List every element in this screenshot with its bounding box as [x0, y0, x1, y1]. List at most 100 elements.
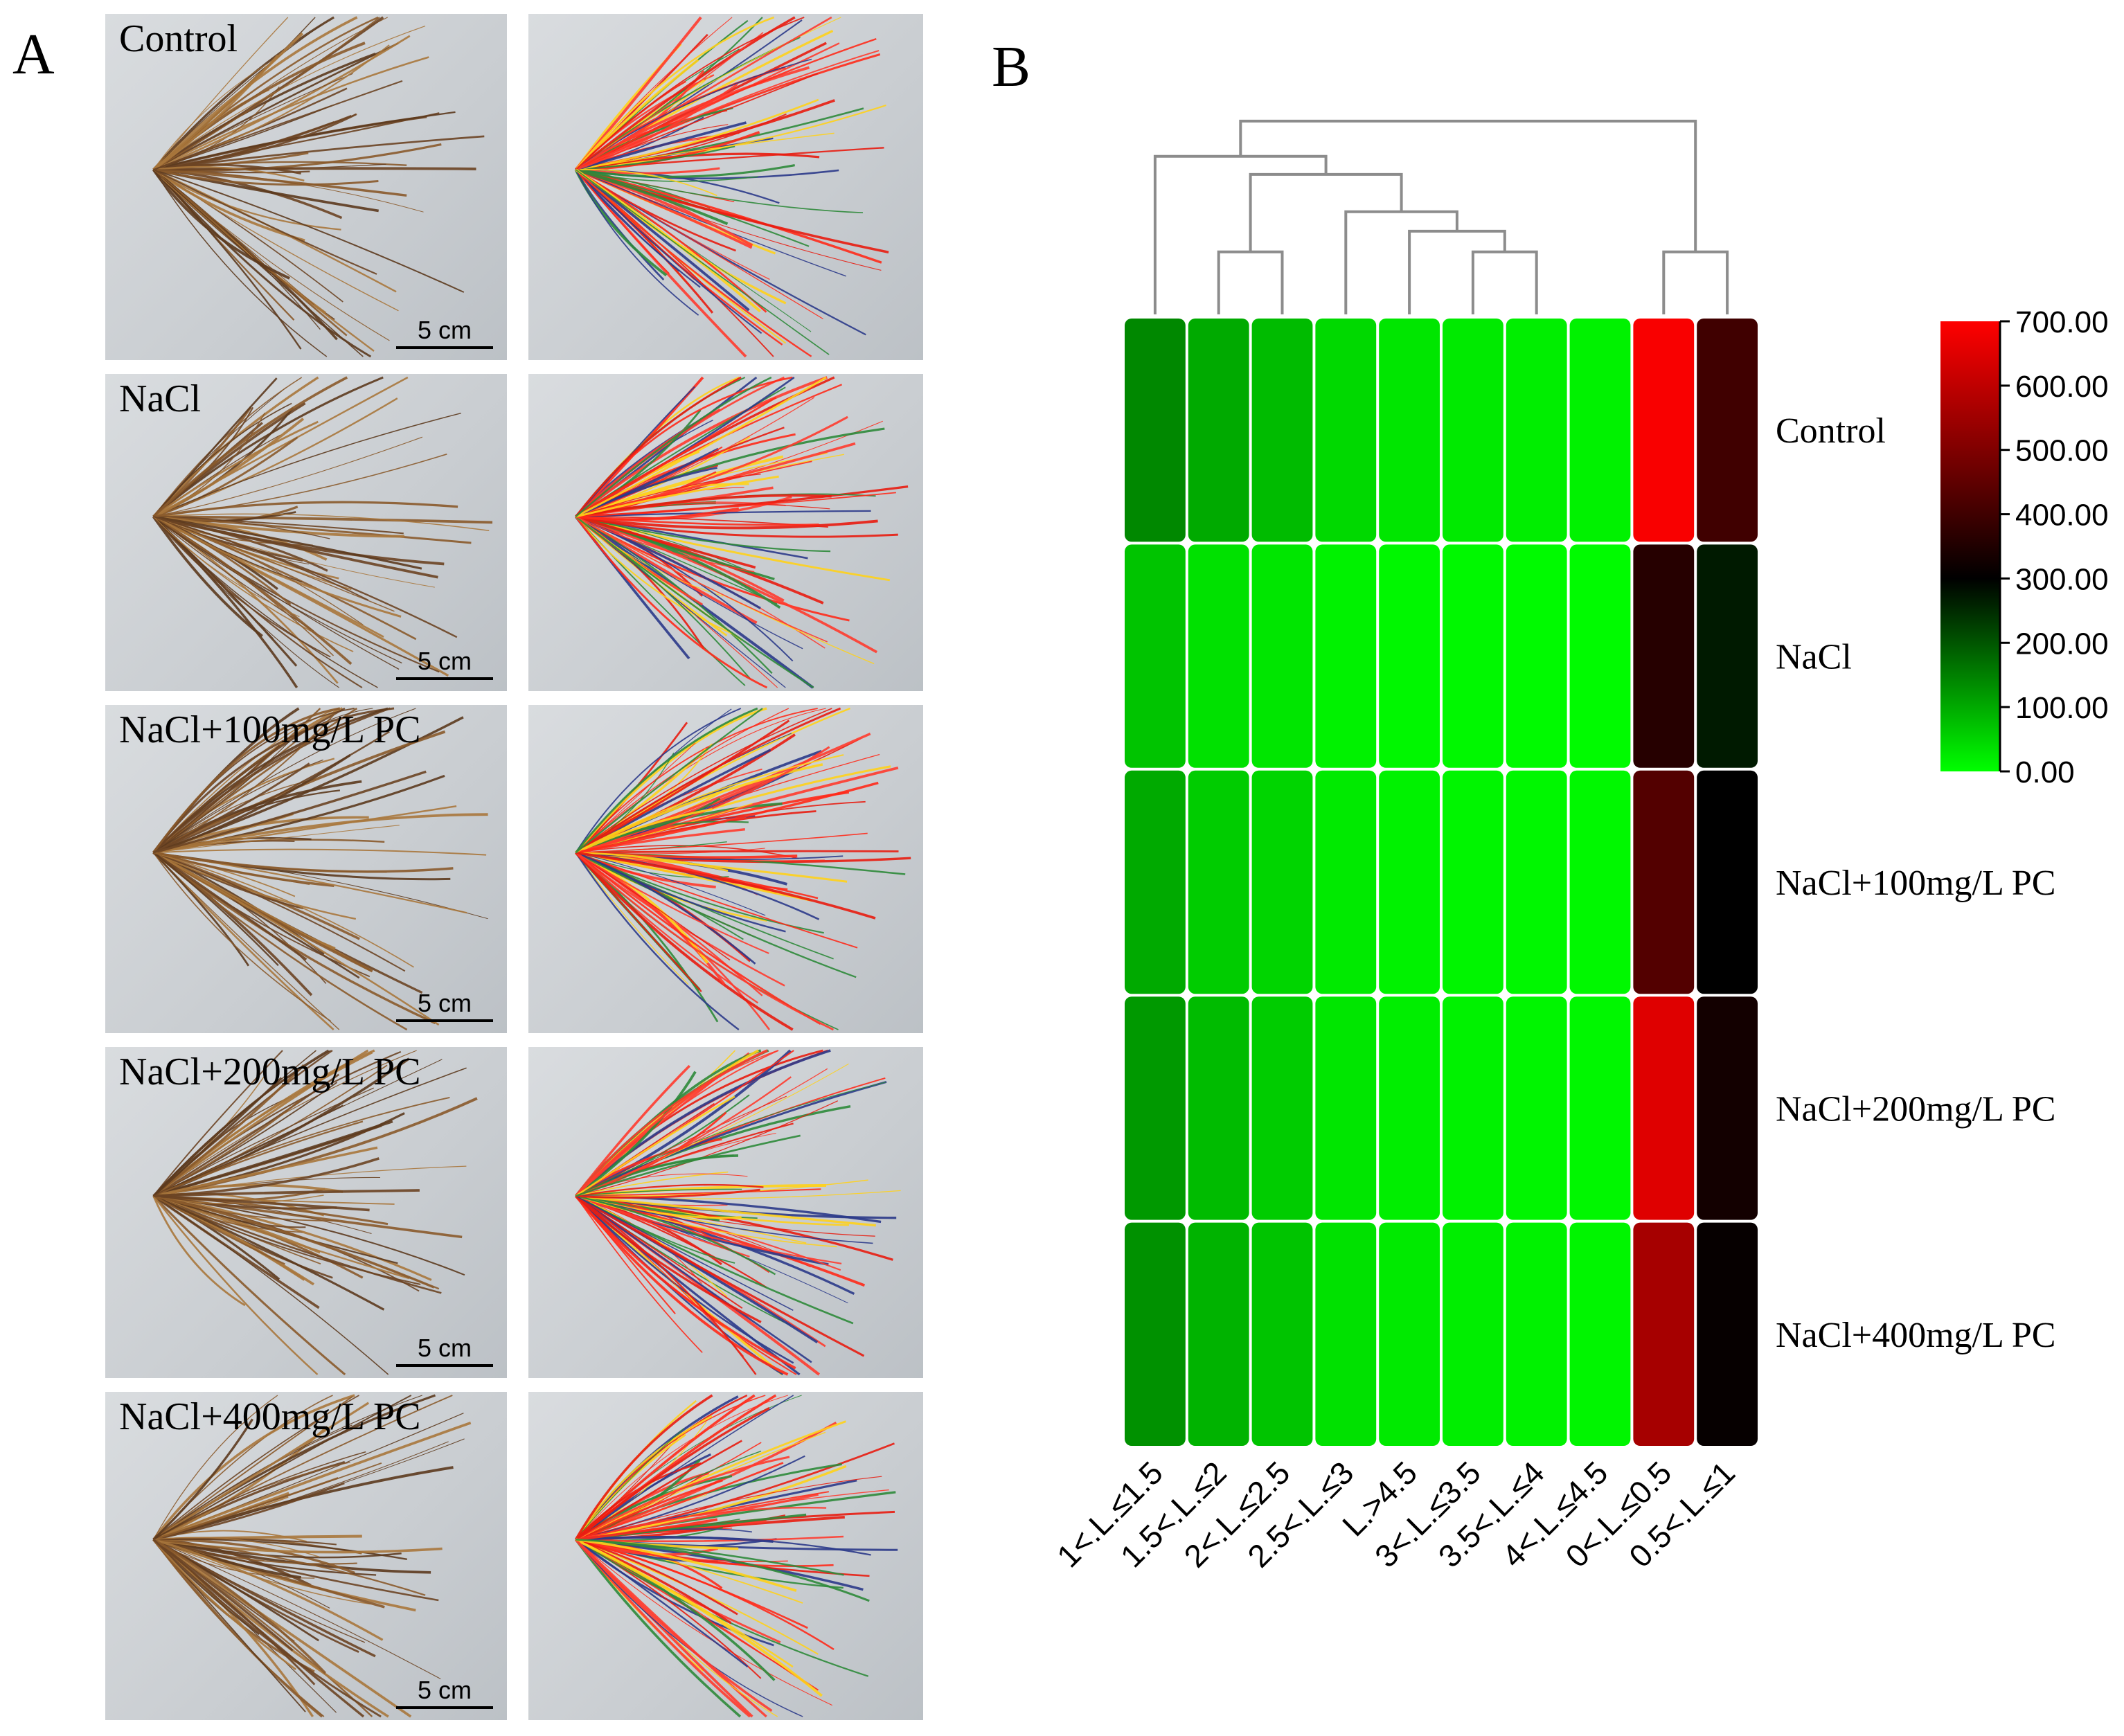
panel-a-label: A: [12, 22, 55, 87]
row-label: NaCl+100mg/L PC: [1776, 863, 2055, 903]
colorbar-tick-label: 300.00: [2015, 562, 2109, 596]
heatmap-cell: [1188, 770, 1249, 994]
root-photo-analyzed: [528, 705, 923, 1033]
heatmap-cell: [1188, 319, 1249, 542]
heatmap-cell: [1125, 544, 1186, 768]
heatmap-cell: [1569, 319, 1631, 542]
scale-bar: 5 cm: [396, 1334, 493, 1367]
colorbar-tick-label: 400.00: [2015, 499, 2109, 533]
root-system-image: [152, 707, 488, 1031]
root-trace-image: [574, 1049, 901, 1376]
root-photo-analyzed: [528, 14, 923, 360]
heatmap-cell: [1443, 1222, 1503, 1446]
colorbar-tick-label: 700.00: [2015, 305, 2109, 339]
colorbar-tick-label: 100.00: [2015, 691, 2109, 725]
dendrogram-branch: [1344, 210, 1458, 314]
scale-bar-label: 5 cm: [417, 647, 472, 675]
heatmap-cell: [1697, 770, 1758, 994]
heatmap-cell: [1125, 996, 1186, 1220]
treatment-label: Control: [119, 17, 238, 60]
heatmap-cell: [1315, 1222, 1377, 1446]
heatmap-cell: [1379, 319, 1440, 542]
dendrogram-branch: [1153, 154, 1328, 314]
root-photo-original: NaCl+400mg/L PC 5 cm: [105, 1392, 507, 1720]
heatmap-cell: [1188, 1222, 1249, 1446]
heatmap-cell: [1125, 770, 1186, 994]
heatmap-cell: [1506, 544, 1567, 768]
heatmap-cell: [1443, 996, 1503, 1220]
scale-bar-line: [396, 346, 493, 349]
heatmap-cell: [1506, 770, 1567, 994]
heatmap-cell: [1569, 996, 1631, 1220]
scale-bar-line: [396, 1019, 493, 1022]
heatmap-cell: [1379, 1222, 1440, 1446]
heatmap-cell: [1633, 1222, 1695, 1446]
heatmap-cell: [1506, 1222, 1567, 1446]
heatmap-cell: [1569, 1222, 1631, 1446]
colorbar-tick-label: 0.00: [2015, 755, 2075, 789]
scale-bar-line: [396, 1706, 493, 1709]
heatmap-cell: [1697, 544, 1758, 768]
heatmap-cell: [1633, 544, 1695, 768]
colorbar-tick-label: 200.00: [2015, 627, 2109, 661]
heatmap-cell: [1443, 319, 1503, 542]
root-photo-analyzed: [528, 1392, 923, 1720]
row-label: NaCl+200mg/L PC: [1776, 1089, 2055, 1129]
root-trace-image: [574, 707, 911, 1031]
dendrogram-branch: [1408, 229, 1506, 314]
scale-bar-label: 5 cm: [417, 989, 472, 1017]
heatmap-cell: [1697, 996, 1758, 1220]
heatmap-cell: [1125, 1222, 1186, 1446]
heatmap-cell: [1251, 319, 1313, 542]
scale-bar-line: [396, 1364, 493, 1367]
root-photo-analyzed: [528, 1047, 923, 1378]
root-trace-image: [574, 376, 909, 689]
root-photo-original: NaCl+100mg/L PC 5 cm: [105, 705, 507, 1033]
heatmap-cell: [1506, 319, 1567, 542]
heatmap-cell: [1379, 770, 1440, 994]
dendrogram-branch: [1249, 172, 1403, 252]
colorbar-tick-label: 600.00: [2015, 370, 2109, 404]
treatment-label: NaCl+400mg/L PC: [119, 1395, 421, 1438]
heatmap-cell: [1443, 544, 1503, 768]
heatmap-cell: [1697, 1222, 1758, 1446]
heatmap-cell: [1315, 996, 1377, 1220]
treatment-label: NaCl+200mg/L PC: [119, 1050, 421, 1093]
root-photo-original: Control 5 cm: [105, 14, 507, 360]
root-system-image: [152, 376, 493, 688]
heatmap-cell: [1379, 544, 1440, 768]
scale-bar: 5 cm: [396, 647, 493, 680]
root-photo-analyzed: [528, 374, 923, 691]
row-label: NaCl+400mg/L PC: [1776, 1316, 2055, 1355]
scale-bar-label: 5 cm: [417, 1334, 472, 1362]
heatmap-cell: [1569, 544, 1631, 768]
heatmap-cell: [1188, 996, 1249, 1220]
treatment-label: NaCl: [119, 377, 202, 420]
dendrogram-branch: [1239, 119, 1697, 252]
dendrogram-branch: [1217, 250, 1284, 314]
colorbar: [1940, 321, 2000, 771]
heatmap-cell: [1251, 1222, 1313, 1446]
scale-bar-label: 5 cm: [417, 316, 472, 344]
heatmap-cell: [1315, 319, 1377, 542]
dendrogram-branch: [1662, 250, 1729, 314]
heatmap-cell: [1251, 996, 1313, 1220]
row-label: Control: [1776, 411, 1886, 451]
root-trace-image: [574, 1394, 898, 1718]
scale-bar-label: 5 cm: [417, 1676, 472, 1704]
root-system-image: [152, 1049, 478, 1376]
heatmap-cell: [1569, 770, 1631, 994]
scale-bar-line: [396, 677, 493, 680]
heatmap-cell: [1506, 996, 1567, 1220]
heatmap-cell: [1251, 770, 1313, 994]
panel-b-label: B: [992, 35, 1031, 99]
heatmap-cell: [1188, 544, 1249, 768]
root-photo-original: NaCl+200mg/L PC 5 cm: [105, 1047, 507, 1378]
heatmap-cell: [1251, 544, 1313, 768]
heatmap-cell: [1315, 544, 1377, 768]
root-system-image: [152, 16, 485, 358]
root-photo-original: NaCl 5 cm: [105, 374, 507, 691]
scale-bar: 5 cm: [396, 1676, 493, 1709]
root-system-image: [152, 1394, 472, 1718]
